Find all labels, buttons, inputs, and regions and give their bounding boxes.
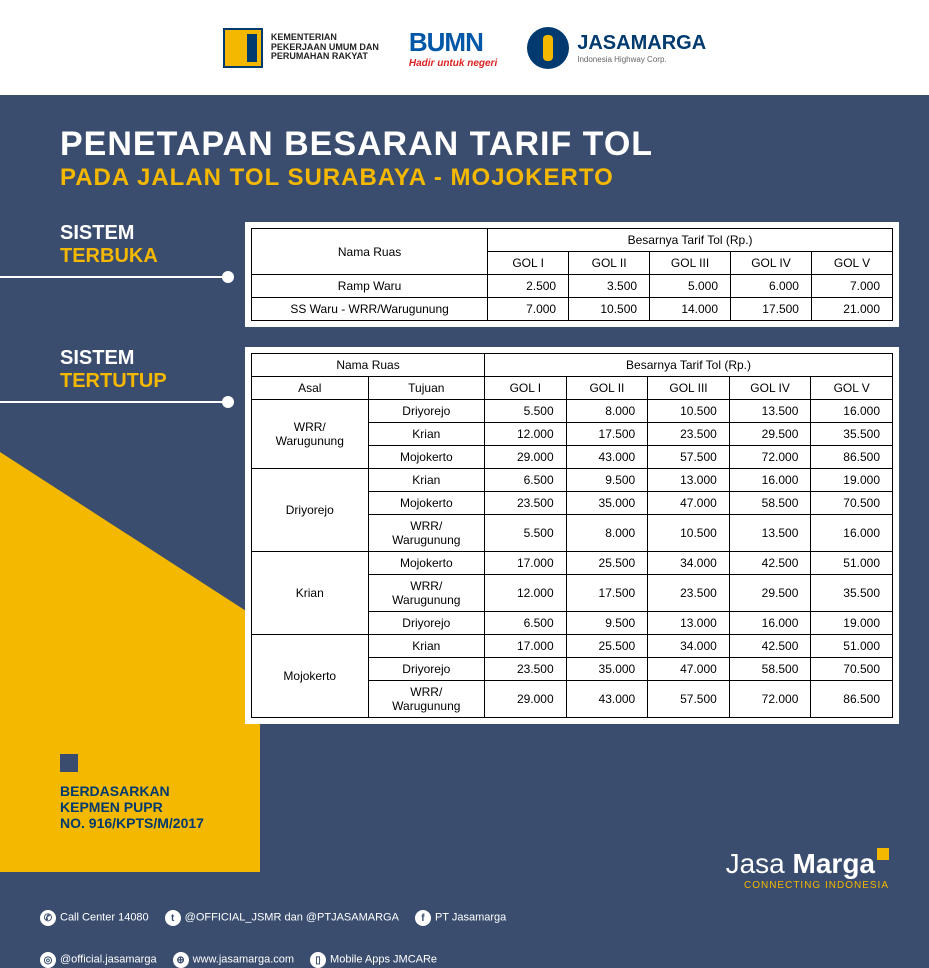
footer-brand: Jasa Marga CONNECTING INDONESIA	[726, 848, 889, 891]
section-tertutup: SISTEM TERTUTUP Nama RuasBesarnya Tarif …	[0, 337, 929, 734]
jasamarga-text: JASAMARGA	[577, 32, 706, 55]
twitter-icon: t	[165, 910, 181, 926]
label-tertutup: SISTEM TERTUTUP	[0, 347, 245, 393]
instagram-icon: ◎	[40, 952, 56, 968]
title-block: PENETAPAN BESARAN TARIF TOL PADA JALAN T…	[0, 95, 929, 212]
header-logos: KEMENTERIAN PEKERJAAN UMUM DAN PERUMAHAN…	[0, 0, 929, 95]
ministry-logo: KEMENTERIAN PEKERJAAN UMUM DAN PERUMAHAN…	[223, 28, 379, 68]
pu-icon	[223, 28, 263, 68]
mobile-icon: ▯	[310, 952, 326, 968]
label-terbuka: SISTEM TERBUKA	[0, 222, 245, 268]
facebook-icon: f	[415, 910, 431, 926]
table-tertutup: Nama RuasBesarnya Tarif Tol (Rp.)AsalTuj…	[251, 353, 893, 718]
note-square-icon	[60, 754, 78, 772]
table-terbuka-wrap: Nama RuasBesarnya Tarif Tol (Rp.)GOL IGO…	[245, 222, 899, 327]
sub-title: PADA JALAN TOL SURABAYA - MOJOKERTO	[60, 164, 869, 192]
table-terbuka: Nama RuasBesarnya Tarif Tol (Rp.)GOL IGO…	[251, 228, 893, 321]
footer-contacts-2: ◎@official.jasamarga ⊕www.jasamarga.com …	[40, 952, 889, 968]
bumn-sub: Hadir untuk negeri	[409, 58, 497, 69]
footer-contacts: ✆Call Center 14080 t@OFFICIAL_JSMR dan @…	[40, 910, 889, 926]
legal-note: BERDASARKAN KEPMEN PUPR NO. 916/KPTS/M/2…	[0, 754, 929, 831]
footer: Jasa Marga CONNECTING INDONESIA ✆Call Ce…	[0, 872, 929, 952]
phone-icon: ✆	[40, 910, 56, 926]
connector-line	[0, 401, 230, 403]
globe-icon: ⊕	[173, 952, 189, 968]
jasamarga-sub: Indonesia Highway Corp.	[577, 55, 706, 64]
connector-line	[0, 276, 230, 278]
bumn-logo: BUMN Hadir untuk negeri	[409, 27, 497, 69]
ministry-text: KEMENTERIAN PEKERJAAN UMUM DAN PERUMAHAN…	[271, 33, 379, 63]
table-tertutup-wrap: Nama RuasBesarnya Tarif Tol (Rp.)AsalTuj…	[245, 347, 899, 724]
section-terbuka: SISTEM TERBUKA Nama RuasBesarnya Tarif T…	[0, 212, 929, 337]
jasamarga-icon	[527, 27, 569, 69]
main-title: PENETAPAN BESARAN TARIF TOL	[60, 125, 869, 164]
jasamarga-logo: JASAMARGA Indonesia Highway Corp.	[527, 27, 706, 69]
bumn-text: BUMN	[409, 27, 497, 58]
brand-square-icon	[877, 848, 889, 860]
